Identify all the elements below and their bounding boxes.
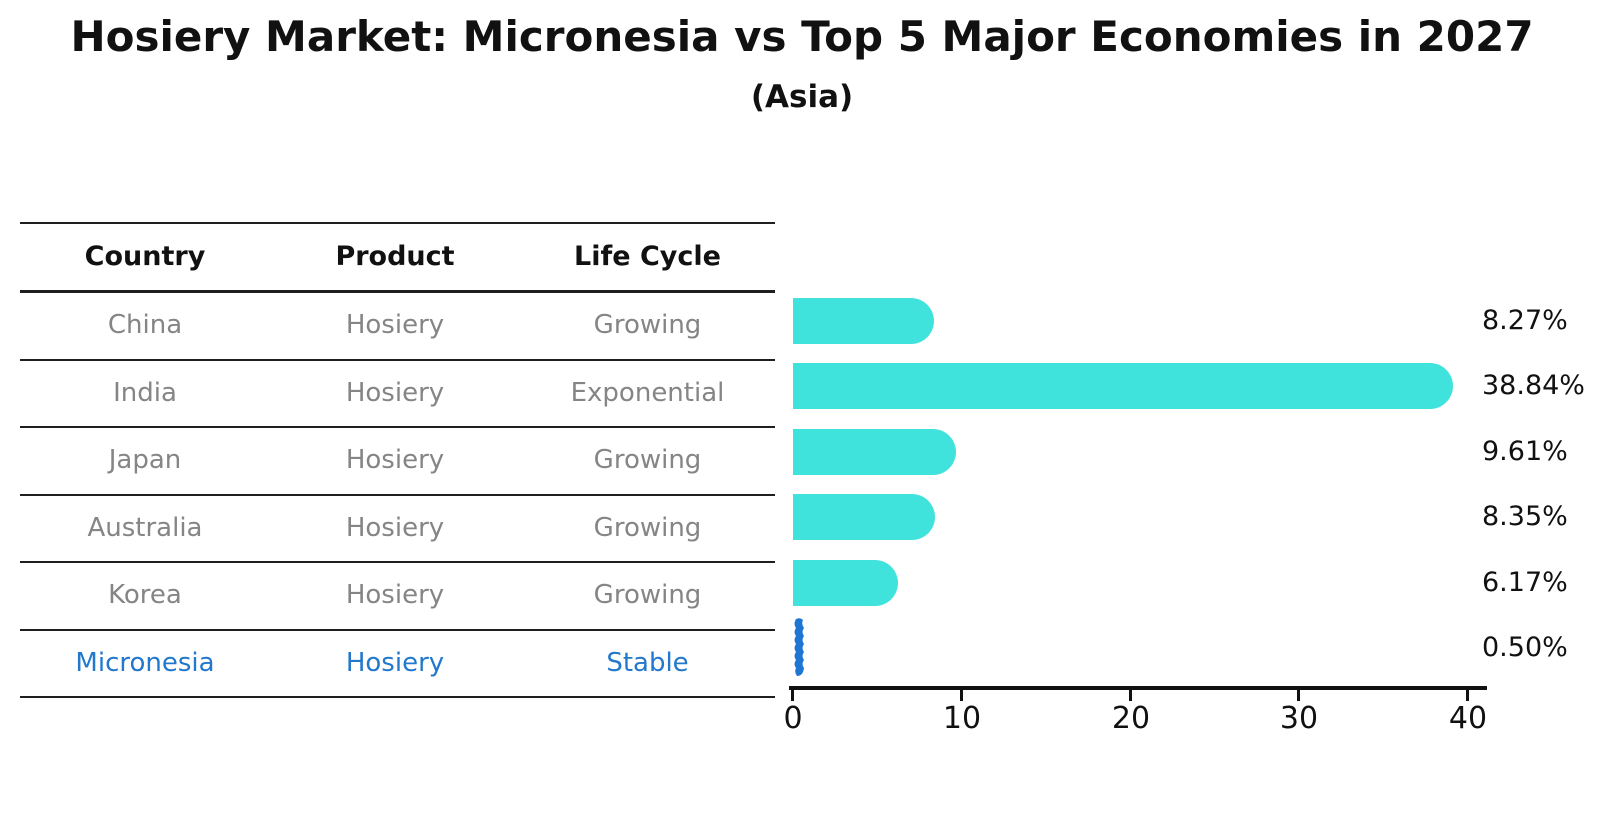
value-label-india: 38.84% xyxy=(1482,370,1585,402)
x-axis-tick-label: 0 xyxy=(783,701,803,736)
cell-life-cycle: Growing xyxy=(593,310,702,341)
cell-product: Hosiery xyxy=(345,377,445,408)
value-label-korea: 6.17% xyxy=(1482,566,1568,598)
cell-product: Hosiery xyxy=(345,310,445,341)
value-label-australia: 8.35% xyxy=(1482,501,1568,533)
table-row-micronesia-highlight: Micronesia Hosiery Stable xyxy=(20,628,775,697)
x-axis-tick-label: 20 xyxy=(1111,701,1151,736)
bar-australia xyxy=(793,494,935,541)
bar-japan xyxy=(793,428,957,475)
x-axis-tick-label: 30 xyxy=(1279,701,1319,736)
value-label-china: 8.27% xyxy=(1482,304,1568,336)
cell-product: Hosiery xyxy=(345,512,445,543)
x-axis-tick xyxy=(791,690,794,701)
col-header-country: Country xyxy=(84,241,206,273)
chart-title: Hosiery Market: Micronesia vs Top 5 Majo… xyxy=(70,12,1534,61)
cell-product: Hosiery xyxy=(345,445,445,476)
table-row: Japan Hosiery Growing xyxy=(20,426,775,494)
cell-life-cycle: Stable xyxy=(606,647,689,678)
chart-subtitle: (Asia) xyxy=(750,79,854,115)
cell-life-cycle: Growing xyxy=(593,580,702,611)
cell-life-cycle: Growing xyxy=(593,445,702,476)
micronesia-bar-path xyxy=(794,618,804,677)
table-row: India Hosiery Exponential xyxy=(20,358,775,427)
col-header-life-cycle: Life Cycle xyxy=(574,241,721,273)
value-label-micronesia: 0.50% xyxy=(1482,632,1568,664)
x-axis-tick xyxy=(960,690,963,701)
x-axis-tick-label: 10 xyxy=(942,701,982,736)
table-header-row: Country Product Life Cycle xyxy=(20,222,775,291)
x-axis-tick-label: 40 xyxy=(1448,701,1488,736)
table-row: China Hosiery Growing xyxy=(20,291,775,359)
x-axis-line xyxy=(789,686,1487,690)
x-axis-tick xyxy=(1297,690,1300,701)
bar-china xyxy=(793,297,934,344)
cell-life-cycle: Growing xyxy=(593,512,702,543)
table-row: Korea Hosiery Growing xyxy=(20,561,775,629)
country-table: Country Product Life Cycle China Hosiery… xyxy=(20,222,775,698)
cell-country: Micronesia xyxy=(75,647,215,678)
x-axis-tick xyxy=(1129,690,1132,701)
bar-korea xyxy=(793,559,898,606)
cell-country: India xyxy=(113,377,177,408)
cell-product: Hosiery xyxy=(345,647,445,678)
bar-india xyxy=(793,363,1454,410)
col-header-product: Product xyxy=(335,241,455,273)
cell-product: Hosiery xyxy=(345,580,445,611)
cell-country: Japan xyxy=(108,445,182,476)
cell-country: Australia xyxy=(87,512,203,543)
bar-micronesia xyxy=(794,618,804,677)
cell-life-cycle: Exponential xyxy=(570,377,725,408)
cell-country: Korea xyxy=(108,580,182,611)
value-label-japan: 9.61% xyxy=(1482,435,1568,467)
cell-country: China xyxy=(107,310,183,341)
table-row: Australia Hosiery Growing xyxy=(20,493,775,562)
x-axis-tick xyxy=(1466,690,1469,701)
